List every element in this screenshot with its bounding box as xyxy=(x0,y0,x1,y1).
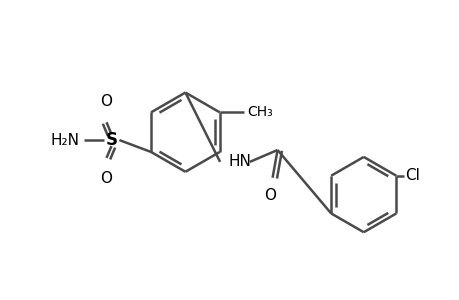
Text: HN: HN xyxy=(228,154,250,169)
Text: CH₃: CH₃ xyxy=(247,105,273,119)
Text: O: O xyxy=(101,171,112,186)
Text: S: S xyxy=(105,131,117,149)
Text: H₂N: H₂N xyxy=(50,133,79,148)
Text: O: O xyxy=(264,188,276,202)
Text: Cl: Cl xyxy=(404,168,419,183)
Text: O: O xyxy=(101,94,112,110)
